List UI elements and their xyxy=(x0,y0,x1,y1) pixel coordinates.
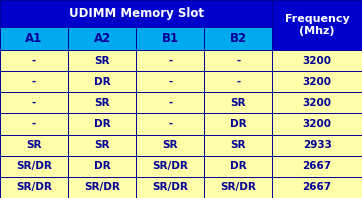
Text: SR/DR: SR/DR xyxy=(16,182,52,192)
Bar xyxy=(68,177,136,198)
Bar xyxy=(136,135,204,156)
Text: SR: SR xyxy=(231,98,246,108)
Text: 2933: 2933 xyxy=(303,140,332,150)
Bar xyxy=(136,50,204,71)
Text: Frequency
(Mhz): Frequency (Mhz) xyxy=(285,14,349,36)
Bar xyxy=(68,156,136,177)
Text: A2: A2 xyxy=(93,32,111,45)
Bar xyxy=(0,113,68,135)
Bar xyxy=(136,156,204,177)
Bar xyxy=(0,71,68,92)
Text: SR: SR xyxy=(94,140,110,150)
Bar xyxy=(68,50,136,71)
Text: -: - xyxy=(32,77,36,87)
Bar xyxy=(204,135,272,156)
Text: SR: SR xyxy=(163,140,178,150)
Text: DR: DR xyxy=(94,119,110,129)
Bar xyxy=(0,135,68,156)
Bar xyxy=(272,135,362,156)
Text: DR: DR xyxy=(94,77,110,87)
Text: SR/DR: SR/DR xyxy=(16,161,52,171)
Text: -: - xyxy=(32,56,36,66)
Bar xyxy=(68,71,136,92)
Text: -: - xyxy=(236,77,240,87)
Text: -: - xyxy=(168,119,172,129)
Text: 3200: 3200 xyxy=(303,56,332,66)
Bar xyxy=(68,92,136,113)
Text: SR/DR: SR/DR xyxy=(84,182,120,192)
Bar xyxy=(136,71,204,92)
Bar xyxy=(136,27,204,50)
Text: SR: SR xyxy=(94,56,110,66)
Bar xyxy=(136,177,204,198)
Bar xyxy=(204,156,272,177)
Text: -: - xyxy=(168,77,172,87)
Text: B1: B1 xyxy=(161,32,179,45)
Bar xyxy=(272,177,362,198)
Bar xyxy=(0,27,68,50)
Bar xyxy=(0,50,68,71)
Text: 3200: 3200 xyxy=(303,98,332,108)
Text: -: - xyxy=(32,98,36,108)
Text: B2: B2 xyxy=(230,32,247,45)
Text: -: - xyxy=(168,56,172,66)
Bar xyxy=(272,156,362,177)
Text: UDIMM Memory Slot: UDIMM Memory Slot xyxy=(69,7,203,20)
Text: 3200: 3200 xyxy=(303,77,332,87)
Bar xyxy=(204,27,272,50)
Text: DR: DR xyxy=(94,161,110,171)
Bar xyxy=(0,177,68,198)
Bar xyxy=(272,113,362,135)
Text: 2667: 2667 xyxy=(303,182,332,192)
Bar xyxy=(272,92,362,113)
Text: SR/DR: SR/DR xyxy=(152,182,188,192)
Text: A1: A1 xyxy=(25,32,43,45)
Text: SR/DR: SR/DR xyxy=(220,182,256,192)
Bar xyxy=(0,0,272,27)
Bar xyxy=(204,71,272,92)
Text: SR: SR xyxy=(231,140,246,150)
Text: SR/DR: SR/DR xyxy=(152,161,188,171)
Text: 3200: 3200 xyxy=(303,119,332,129)
Text: DR: DR xyxy=(230,119,247,129)
Text: SR: SR xyxy=(94,98,110,108)
Text: 2667: 2667 xyxy=(303,161,332,171)
Bar xyxy=(136,113,204,135)
Bar xyxy=(136,92,204,113)
Bar xyxy=(68,135,136,156)
Text: DR: DR xyxy=(230,161,247,171)
Bar xyxy=(204,50,272,71)
Bar xyxy=(272,0,362,50)
Bar xyxy=(0,92,68,113)
Text: -: - xyxy=(168,98,172,108)
Bar xyxy=(204,113,272,135)
Text: -: - xyxy=(32,119,36,129)
Bar xyxy=(68,27,136,50)
Bar xyxy=(272,71,362,92)
Bar xyxy=(204,92,272,113)
Bar xyxy=(68,113,136,135)
Bar xyxy=(0,156,68,177)
Bar xyxy=(204,177,272,198)
Text: -: - xyxy=(236,56,240,66)
Text: SR: SR xyxy=(26,140,42,150)
Bar xyxy=(272,50,362,71)
